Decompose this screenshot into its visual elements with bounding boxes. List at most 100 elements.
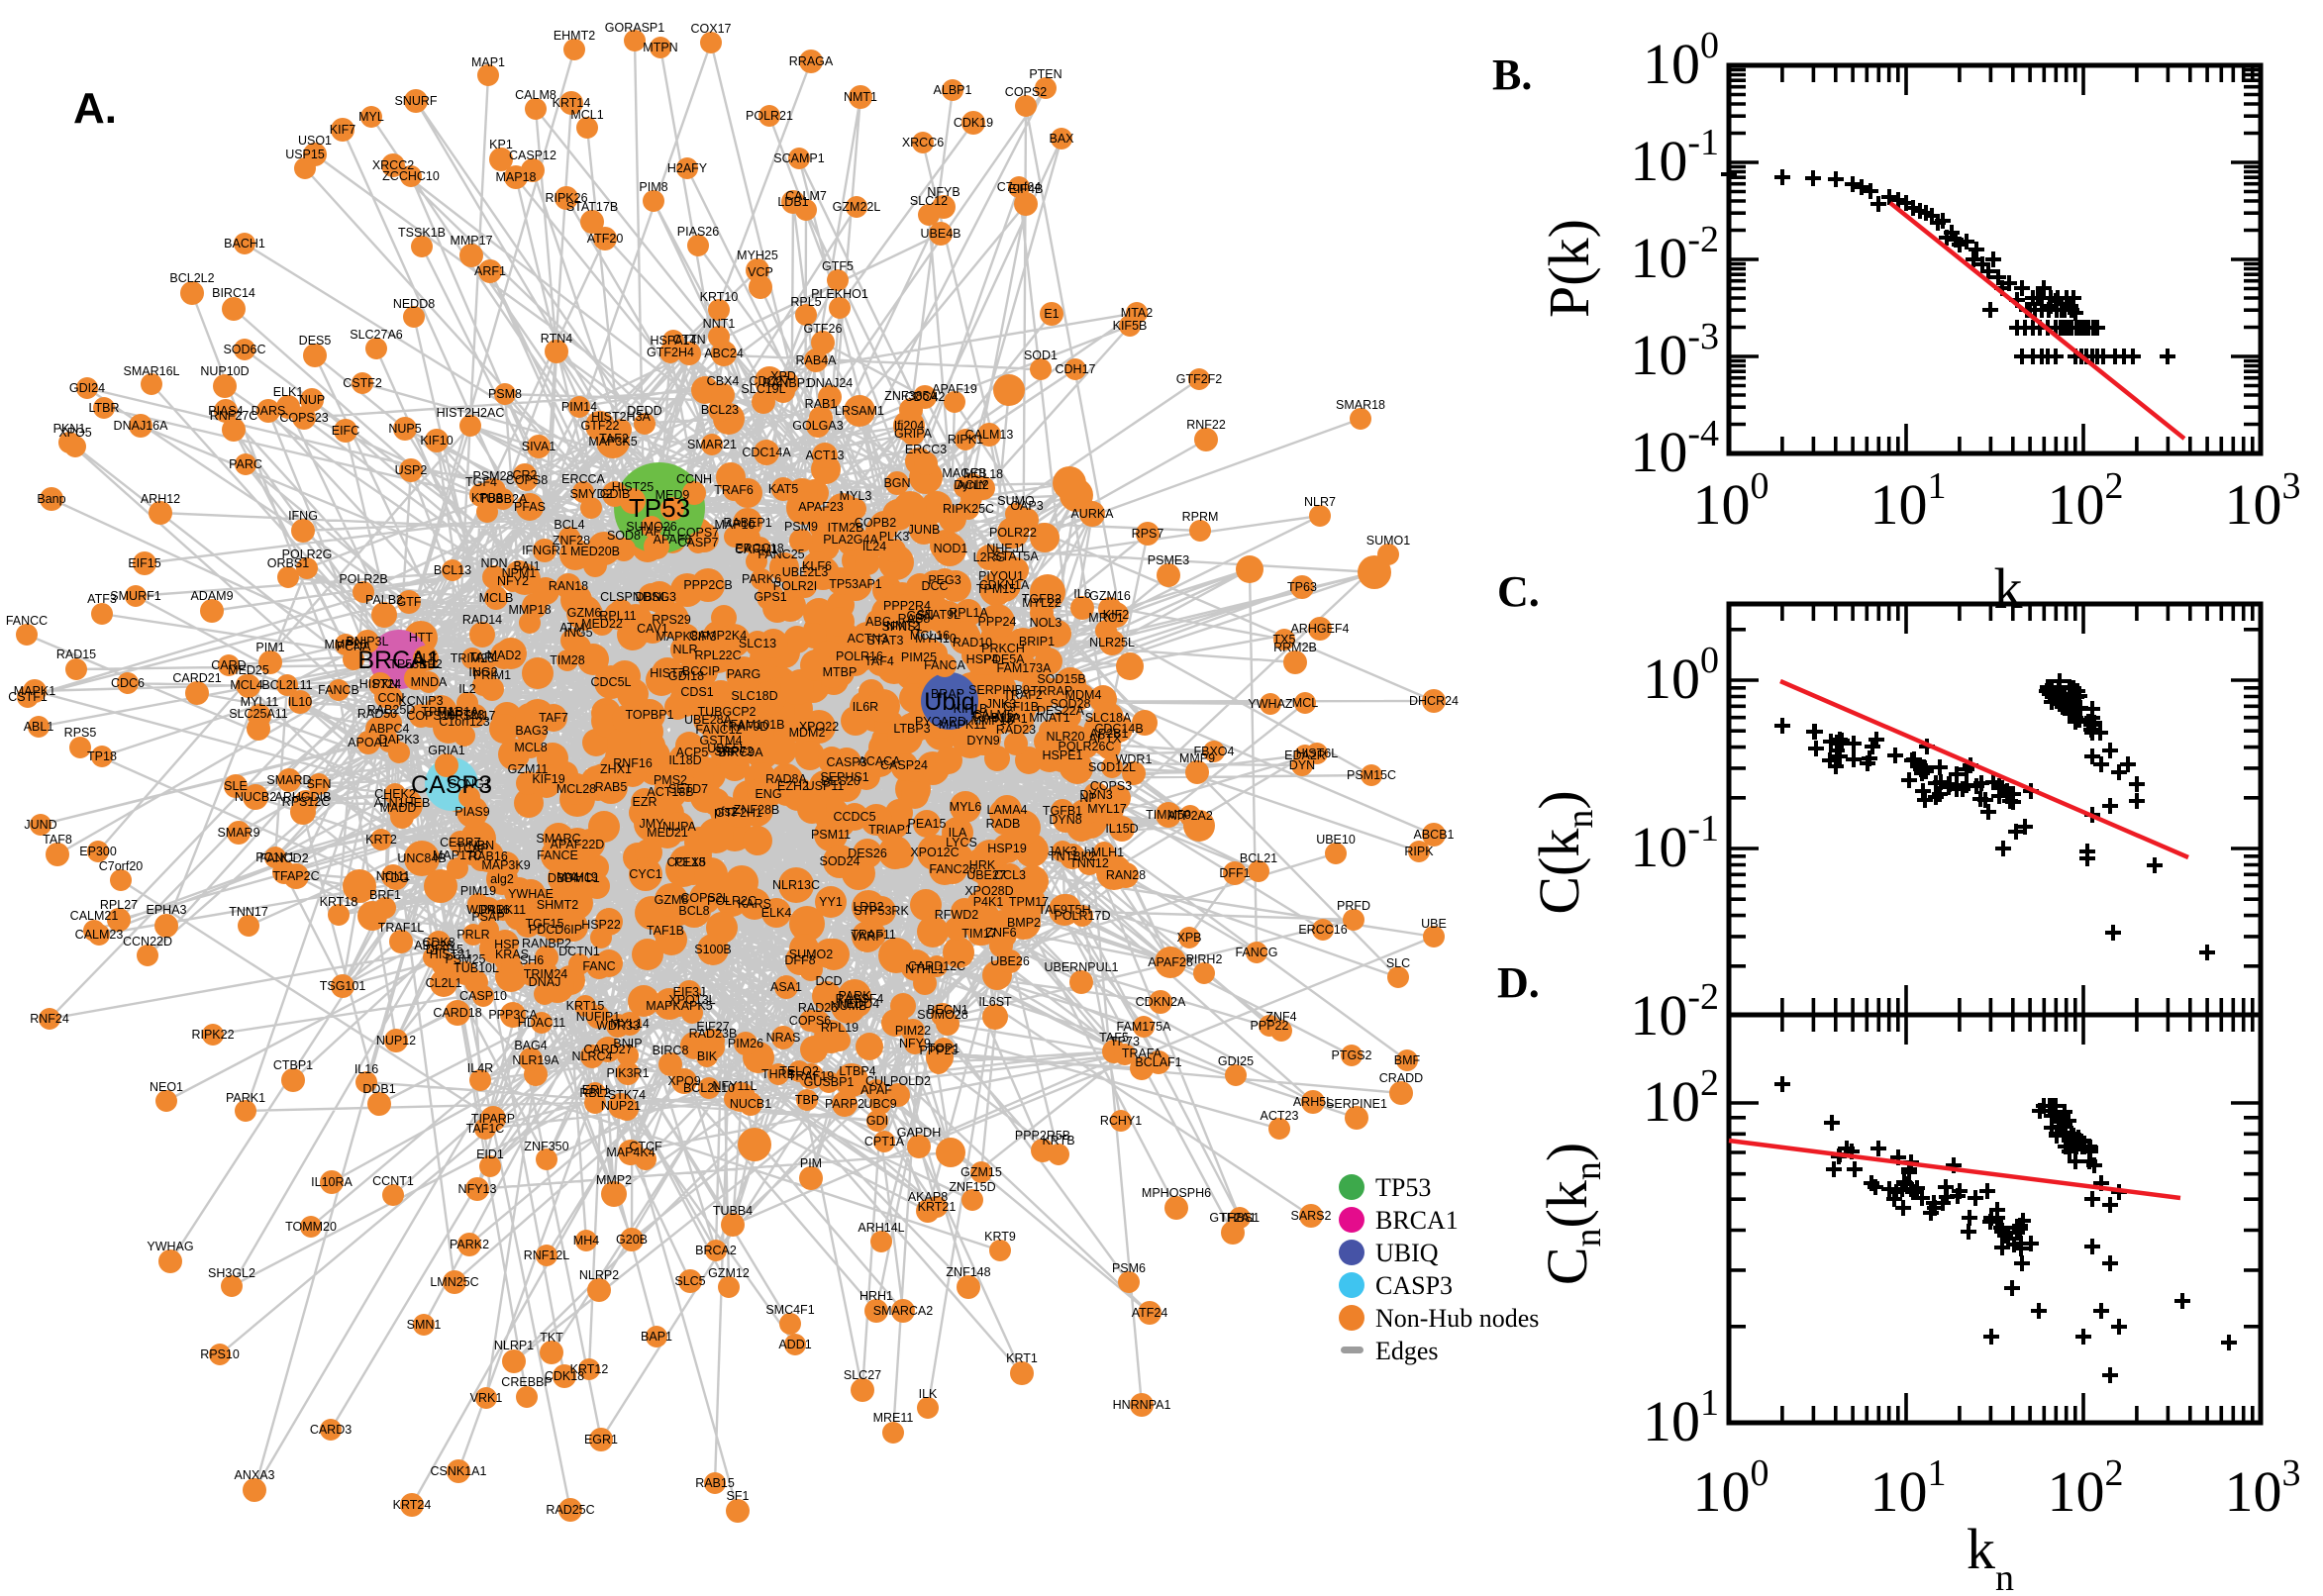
- svg-text:TGF15: TGF15: [526, 917, 564, 931]
- svg-text:ABPC4: ABPC4: [369, 722, 410, 736]
- svg-text:RADB: RADB: [986, 817, 1021, 831]
- svg-text:FANC26: FANC26: [929, 862, 975, 876]
- svg-text:CSTF1: CSTF1: [8, 690, 48, 704]
- svg-text:APAF22D: APAF22D: [551, 838, 605, 851]
- svg-text:NHEJ1: NHEJ1: [986, 542, 1026, 555]
- svg-text:ACT18B: ACT18B: [647, 785, 693, 799]
- svg-text:YWHAG: YWHAG: [147, 1240, 193, 1253]
- svg-text:BRCA1: BRCA1: [357, 647, 440, 674]
- svg-text:NUCB1: NUCB1: [730, 1097, 771, 1111]
- svg-text:DES22A: DES22A: [1037, 704, 1085, 718]
- svg-text:NLR: NLR: [672, 643, 697, 656]
- svg-text:MCL18: MCL18: [963, 467, 1003, 481]
- svg-text:EIF27: EIF27: [696, 1020, 729, 1034]
- svg-text:NPM1: NPM1: [502, 566, 537, 580]
- svg-text:TAF5: TAF5: [1099, 1031, 1129, 1045]
- svg-text:ZNF15D: ZNF15D: [949, 1180, 995, 1194]
- svg-text:PIK3R1: PIK3R1: [606, 1066, 649, 1080]
- svg-text:ATM: ATM: [559, 621, 584, 635]
- svg-text:PSM8: PSM8: [488, 387, 522, 401]
- svg-text:MPHOSPH6: MPHOSPH6: [1142, 1186, 1211, 1200]
- svg-text:XPO13L: XPO13L: [668, 993, 715, 1007]
- svg-text:DDB1: DDB1: [362, 1082, 395, 1096]
- svg-text:SFN: SFN: [307, 777, 332, 791]
- svg-text:MED9: MED9: [656, 488, 690, 502]
- svg-text:MNAT1: MNAT1: [1029, 711, 1069, 725]
- svg-text:PSM15C: PSM15C: [1347, 768, 1396, 782]
- svg-text:KRT1: KRT1: [1006, 1351, 1038, 1365]
- svg-text:GTF5: GTF5: [822, 259, 854, 273]
- svg-text:TRAF9D: TRAF9D: [721, 720, 769, 734]
- svg-text:PARP2: PARP2: [825, 1097, 864, 1111]
- svg-text:RPL22C: RPL22C: [694, 648, 741, 662]
- svg-text:NUP: NUP: [299, 393, 325, 407]
- svg-text:SLC19L: SLC19L: [741, 382, 785, 396]
- svg-text:SH3GL2: SH3GL2: [208, 1266, 255, 1280]
- svg-text:SERPINB9: SERPINB9: [968, 683, 1030, 697]
- svg-text:RIPK1: RIPK1: [948, 433, 983, 447]
- svg-text:PC1K1: PC1K1: [255, 850, 295, 864]
- svg-text:RIPK25C: RIPK25C: [943, 502, 994, 516]
- svg-text:TPM11: TPM11: [421, 705, 459, 719]
- svg-text:NUCB2: NUCB2: [235, 790, 276, 804]
- svg-text:PIAS4: PIAS4: [208, 404, 243, 418]
- svg-text:MCL28: MCL28: [556, 782, 596, 796]
- svg-text:PEA15: PEA15: [908, 817, 947, 831]
- svg-text:RPS29: RPS29: [652, 613, 691, 627]
- svg-text:C7orf64: C7orf64: [997, 180, 1042, 194]
- svg-text:ILK: ILK: [919, 1387, 938, 1401]
- svg-text:CREBBP: CREBBP: [501, 1375, 552, 1389]
- svg-text:GZM8: GZM8: [655, 893, 689, 907]
- svg-text:PIM1: PIM1: [255, 641, 284, 654]
- svg-text:NUP1: NUP1: [994, 712, 1027, 726]
- svg-text:SMAR9: SMAR9: [217, 826, 259, 840]
- svg-text:NFY2: NFY2: [497, 574, 529, 588]
- svg-text:IL16: IL16: [354, 1062, 378, 1076]
- svg-text:IL18D: IL18D: [668, 753, 701, 767]
- svg-text:HIST2H3A: HIST2H3A: [591, 410, 651, 424]
- svg-text:101: 101: [1870, 465, 1947, 537]
- svg-text:ELK4: ELK4: [761, 906, 792, 920]
- svg-text:MED22: MED22: [581, 617, 623, 631]
- svg-text:MAP3K5: MAP3K5: [588, 435, 637, 449]
- svg-text:MAPK11: MAPK11: [939, 718, 986, 732]
- svg-text:RPS7: RPS7: [1132, 527, 1164, 541]
- svg-text:MMP2: MMP2: [596, 1173, 632, 1187]
- svg-text:WDR16: WDR16: [466, 903, 510, 917]
- svg-text:P(k): P(k): [1537, 219, 1601, 318]
- svg-text:KPB8: KPB8: [471, 491, 503, 505]
- svg-text:COPS16: COPS16: [406, 709, 454, 723]
- svg-text:PSM11: PSM11: [811, 828, 851, 842]
- svg-text:JMY: JMY: [640, 817, 665, 831]
- svg-text:CASP12: CASP12: [509, 149, 556, 162]
- svg-text:C1orf123: C1orf123: [439, 715, 489, 729]
- svg-text:CTCF: CTCF: [629, 1140, 662, 1153]
- svg-text:HTT: HTT: [409, 631, 434, 645]
- svg-text:FANCA: FANCA: [924, 658, 965, 672]
- svg-text:EIF15: EIF15: [128, 556, 160, 570]
- svg-text:NRAS: NRAS: [766, 1031, 801, 1045]
- svg-text:RRM2B: RRM2B: [1273, 641, 1317, 654]
- svg-text:YWHAZ: YWHAZ: [1248, 697, 1293, 711]
- svg-text:MAPK8IP3: MAPK8IP3: [656, 630, 716, 644]
- svg-text:IFNGR1: IFNGR1: [522, 544, 567, 557]
- svg-text:IL24: IL24: [862, 540, 886, 553]
- svg-text:MAP1: MAP1: [471, 55, 505, 69]
- svg-text:BCL8: BCL8: [678, 904, 709, 918]
- svg-text:KIF1B: KIF1B: [954, 702, 988, 716]
- svg-text:PSME3: PSME3: [1148, 553, 1189, 567]
- svg-text:GSTM4: GSTM4: [699, 734, 742, 748]
- svg-text:NLRC4: NLRC4: [572, 1049, 613, 1063]
- svg-text:GTF26: GTF26: [804, 322, 843, 336]
- svg-text:TUBB4: TUBB4: [713, 1204, 753, 1218]
- svg-text:POLR21: POLR21: [746, 109, 793, 123]
- svg-text:PARC: PARC: [229, 457, 262, 471]
- svg-text:DBNL: DBNL: [635, 590, 667, 604]
- svg-text:IFNG: IFNG: [288, 509, 318, 523]
- svg-text:RBL2: RBL2: [579, 1086, 610, 1100]
- svg-text:D.: D.: [1497, 958, 1540, 1007]
- svg-text:TGFB2: TGFB2: [1022, 592, 1061, 606]
- svg-text:SMC4F1: SMC4F1: [765, 1303, 814, 1317]
- svg-text:RIPK: RIPK: [1404, 845, 1434, 858]
- svg-text:PIM25: PIM25: [901, 650, 937, 664]
